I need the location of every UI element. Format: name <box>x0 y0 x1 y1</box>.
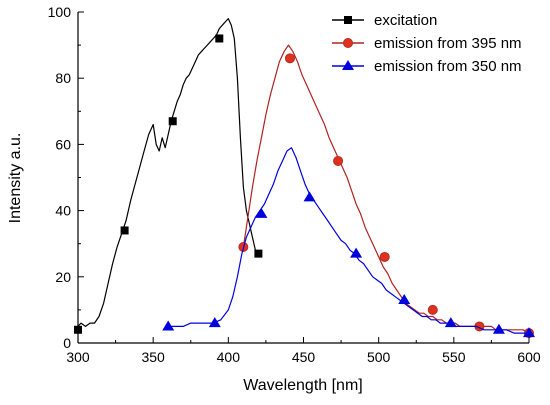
legend-marker-1 <box>343 38 353 48</box>
x-tick-label-2: 400 <box>217 349 241 365</box>
series-2 <box>162 147 535 338</box>
x-axis-title: Wavelength [nm] <box>243 377 362 394</box>
data-point-1-3 <box>379 251 390 262</box>
y-tick-label-4: 80 <box>55 70 71 86</box>
series-line-0 <box>77 18 259 327</box>
plot-area <box>74 18 535 339</box>
y-tick-label-5: 100 <box>48 4 72 20</box>
series-line-2 <box>168 147 529 334</box>
x-tick-label-1: 350 <box>141 349 165 365</box>
series-0 <box>74 18 263 334</box>
data-point-0-4 <box>254 249 263 258</box>
legend-item-1: emission from 395 nm <box>332 35 522 52</box>
legend-marker-0 <box>344 16 352 24</box>
data-point-2-7 <box>492 323 505 334</box>
x-tick-label-5: 550 <box>442 349 466 365</box>
x-tick-label-6: 600 <box>517 349 541 365</box>
legend-label-0: excitation <box>374 12 437 29</box>
y-axis-title: Intensity a.u. <box>7 133 24 224</box>
data-point-2-1 <box>208 317 221 328</box>
data-point-1-2 <box>333 155 344 166</box>
legend-label-1: emission from 395 nm <box>374 35 522 52</box>
legend: excitation emission from 395 nm emission f… <box>332 12 522 75</box>
y-tick-label-0: 0 <box>63 335 71 351</box>
data-point-2-4 <box>350 247 363 258</box>
data-point-0-2 <box>168 117 177 126</box>
data-point-2-8 <box>523 327 535 338</box>
data-point-2-5 <box>398 293 411 304</box>
y-tick-label-2: 40 <box>55 203 71 219</box>
x-tick-label-4: 500 <box>367 349 391 365</box>
legend-marker-2 <box>342 60 354 70</box>
data-point-2-3 <box>303 191 316 202</box>
series-1 <box>238 44 534 339</box>
x-tick-label-0: 300 <box>66 349 90 365</box>
data-point-2-2 <box>255 207 268 218</box>
legend-item-0: excitation <box>332 12 437 29</box>
data-point-0-1 <box>120 226 129 235</box>
y-tick-label-1: 20 <box>55 269 71 285</box>
data-point-1-1 <box>284 53 295 64</box>
data-point-1-4 <box>427 304 438 315</box>
data-point-2-6 <box>444 317 457 328</box>
legend-item-2: emission from 350 nm <box>332 58 522 75</box>
x-tick-label-3: 450 <box>292 349 316 365</box>
data-point-0-3 <box>215 34 224 43</box>
y-tick-label-3: 60 <box>55 136 71 152</box>
axes: 300 350 400 450 500 550 600 0 20 40 60 80 100 <box>48 4 541 365</box>
data-point-2-0 <box>162 320 175 331</box>
legend-label-2: emission from 350 nm <box>374 58 522 75</box>
